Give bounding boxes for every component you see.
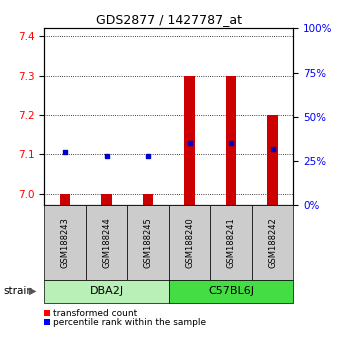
Point xyxy=(187,141,192,146)
Bar xyxy=(184,75,195,205)
Bar xyxy=(60,194,70,205)
Title: GDS2877 / 1427787_at: GDS2877 / 1427787_at xyxy=(96,13,242,26)
Point xyxy=(104,153,109,159)
Text: strain: strain xyxy=(3,286,33,296)
Text: GSM188243: GSM188243 xyxy=(61,217,70,268)
Bar xyxy=(267,115,278,205)
Point xyxy=(145,153,151,159)
Point xyxy=(62,149,68,155)
Text: GSM188245: GSM188245 xyxy=(144,217,152,268)
Bar xyxy=(226,75,236,205)
Text: GSM188242: GSM188242 xyxy=(268,217,277,268)
Text: GSM188244: GSM188244 xyxy=(102,217,111,268)
Text: GSM188240: GSM188240 xyxy=(185,217,194,268)
Text: ▶: ▶ xyxy=(29,286,36,296)
Text: percentile rank within the sample: percentile rank within the sample xyxy=(53,318,206,327)
Text: C57BL6J: C57BL6J xyxy=(208,286,254,296)
Bar xyxy=(143,194,153,205)
Point xyxy=(270,146,275,152)
Bar xyxy=(101,194,112,205)
Text: GSM188241: GSM188241 xyxy=(226,217,236,268)
Point xyxy=(228,141,234,146)
Text: DBA2J: DBA2J xyxy=(89,286,124,296)
Text: transformed count: transformed count xyxy=(53,309,137,318)
